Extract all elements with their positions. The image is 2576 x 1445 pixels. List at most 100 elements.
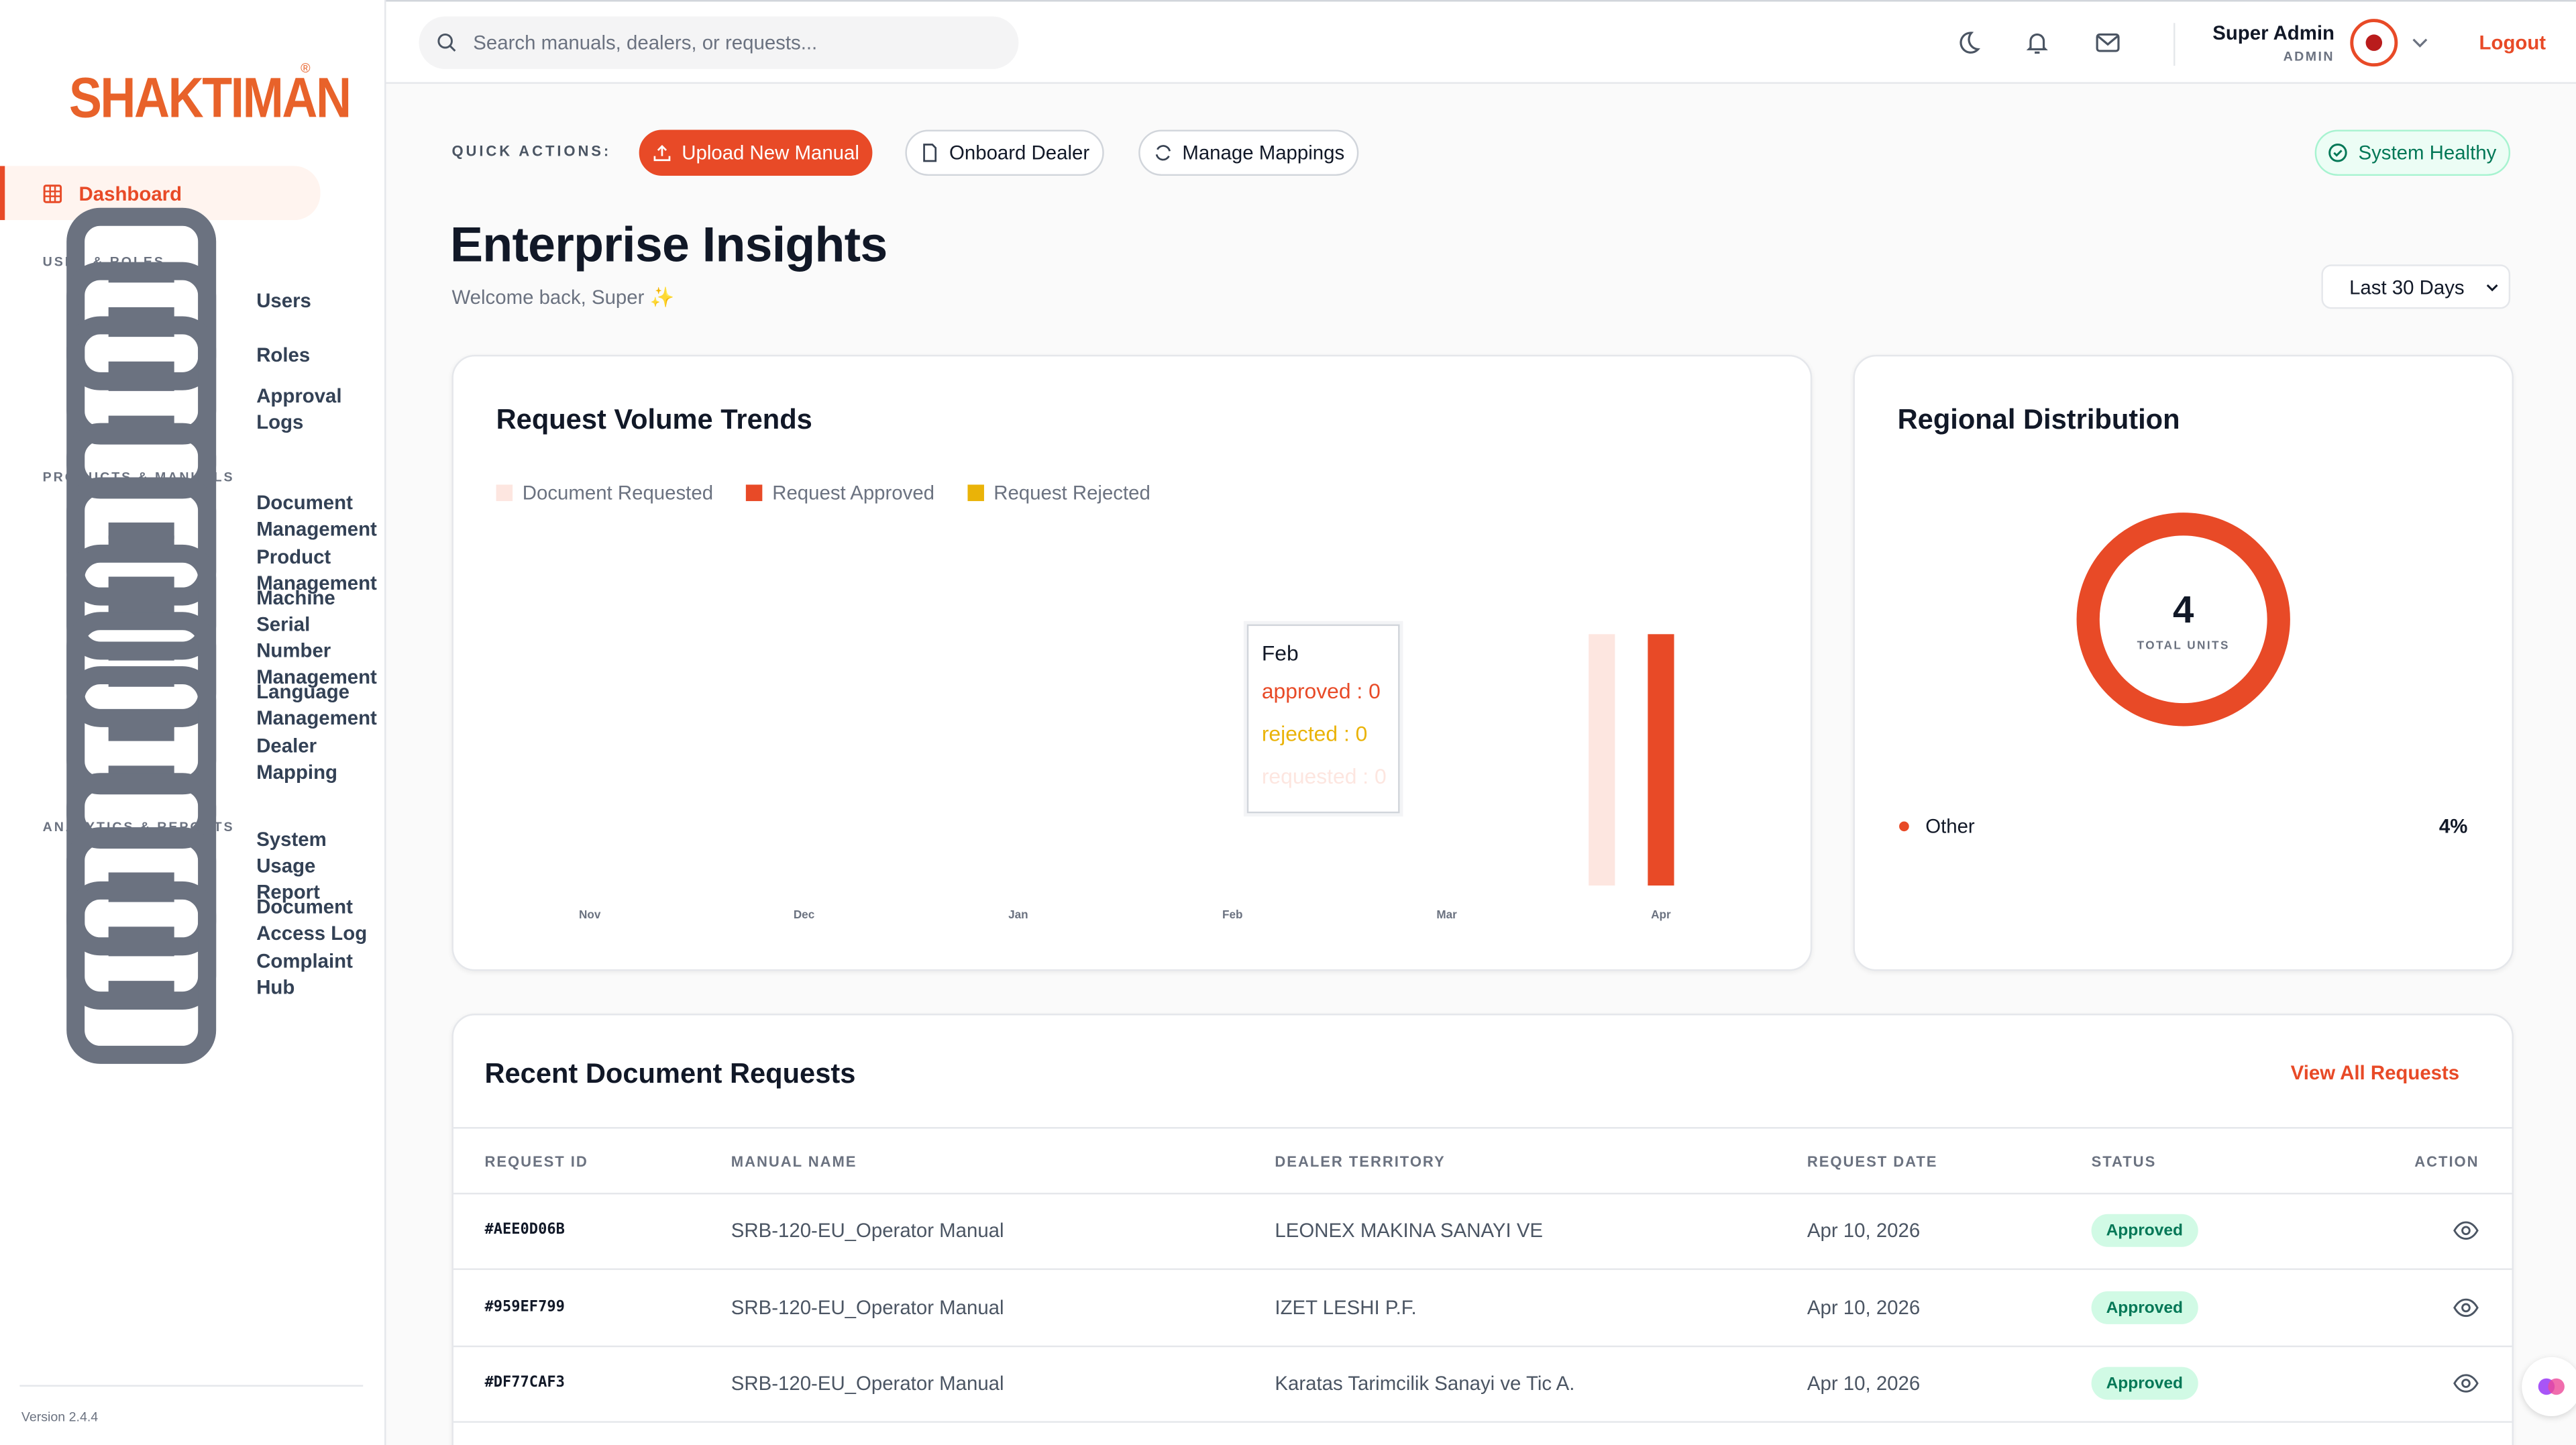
button-icon (922, 144, 936, 162)
notifications[interactable] (2024, 30, 2050, 56)
nav-icon (43, 184, 62, 203)
nav-label: Machine Serial Number Management (256, 586, 377, 688)
column-header: MANUAL NAME (731, 1153, 857, 1170)
action-button[interactable]: Onboard Dealer (905, 129, 1104, 176)
theme-toggle[interactable] (1955, 30, 1981, 56)
action-button[interactable]: Manage Mappings (1138, 129, 1359, 176)
table-cell: SRB-120-EU_Operator Manual (731, 1296, 1004, 1320)
action-button[interactable]: Upload New Manual (639, 129, 873, 176)
column-header: DEALER TERRITORY (1275, 1153, 1446, 1170)
nav-label: Approval Logs (256, 383, 342, 433)
divider (453, 1268, 2512, 1271)
donut-total: 4 (2173, 588, 2194, 631)
divider (453, 1421, 2512, 1423)
tooltip-item: rejected : 0 (1261, 721, 1368, 746)
button-icon (653, 145, 671, 162)
status-text: System Healthy (2358, 141, 2497, 164)
tooltip: Feb approved : 0 rejected : 0 requested : 0 (1246, 624, 1400, 814)
legend-label: Other (1925, 816, 1975, 838)
icon-shape (2453, 1374, 2479, 1393)
table-cell: IZET LESHI P.F. (1275, 1296, 1417, 1320)
status-pill: Approved (2091, 1367, 2198, 1400)
user-role: ADMIN (2283, 49, 2335, 64)
icon-shape (653, 145, 671, 162)
table-cell: Apr 10, 2026 (1807, 1371, 1921, 1395)
requests-card: Recent Document Requests View All Reques… (451, 1014, 2514, 1445)
legend-swatch (967, 484, 984, 501)
status-badge: System Healthy (2314, 129, 2511, 176)
nav-label: Roles (256, 342, 311, 366)
legend-item[interactable]: Request Approved (746, 482, 934, 504)
button-label: Upload New Manual (682, 141, 859, 164)
table-cell: Apr 10, 2026 (1807, 1296, 1921, 1320)
sidebar: SHAKTIMAN ® Dashboard USER & ROLES Users R… (0, 0, 386, 1445)
date-range-select[interactable]: Last 30 Days (2321, 264, 2511, 309)
divider (453, 1127, 2512, 1129)
status-pill: Approved (2091, 1291, 2198, 1324)
icon-shape (2453, 1298, 2479, 1318)
view-action[interactable] (2453, 1373, 2479, 1393)
x-tick-label: Apr (1651, 908, 1671, 921)
donut-chart: Other 4% 4 TOTAL UNITS (1899, 513, 2467, 838)
icon-shape (922, 144, 936, 162)
brand-mark: ® (301, 60, 311, 76)
request-id: #AEE0D06B (484, 1222, 565, 1239)
icon-shape (2461, 1303, 2471, 1313)
bar (1648, 634, 1674, 886)
column-header: STATUS (2091, 1153, 2157, 1170)
assistant-button[interactable] (2522, 1356, 2576, 1417)
request-id: #959EF799 (484, 1299, 565, 1316)
icon-shape (2453, 1221, 2479, 1240)
nav-label: Complaint Hub (256, 949, 353, 998)
view-action[interactable] (2453, 1298, 2479, 1318)
legend-label: Request Approved (772, 481, 935, 504)
search-placeholder: Search manuals, dealers, or requests... (473, 31, 818, 54)
nav-label: Dashboard (78, 181, 182, 205)
nav-label: Language Management (256, 679, 377, 729)
table-cell: LEONEX MAKINA SANAYI VE (1275, 1219, 1544, 1242)
legend-swatch (746, 484, 763, 501)
nav-label: Product Management (256, 544, 377, 594)
date-range: Last 30 Days (2349, 275, 2465, 299)
divider (2174, 23, 2176, 66)
donut-segment (2076, 513, 2290, 727)
icon-shape (2461, 1379, 2471, 1388)
regional-card: Regional Distribution Other 4% 4 TOTAL UNIT… (1853, 354, 2514, 971)
view-all-link[interactable]: View All Requests (2290, 1061, 2460, 1085)
brand-logo[interactable]: SHAKTIMAN (68, 68, 352, 131)
table-cell: Karatas Tarimcilik Sanayi ve Tic A. (1275, 1371, 1575, 1395)
legend-item[interactable]: Document Requested (496, 482, 713, 504)
nav-label: Document Access Log (256, 894, 368, 944)
divider (453, 1345, 2512, 1348)
page-subtitle: Welcome back, Super ✨ (451, 286, 675, 309)
column-header: REQUEST DATE (1807, 1153, 1938, 1170)
search-icon (437, 33, 456, 52)
legend-item[interactable]: Request Rejected (967, 482, 1150, 504)
legend-label: Document Requested (522, 481, 714, 504)
quick-actions-label: QUICK ACTIONS: (451, 143, 612, 160)
divider (453, 1192, 2512, 1195)
tooltip-item: approved : 0 (1261, 678, 1381, 704)
avatar-menu[interactable] (2349, 18, 2431, 67)
page-title: Enterprise Insights (450, 218, 888, 273)
messages[interactable] (2094, 30, 2121, 56)
trend-card: Request Volume Trends Document Requested… (451, 354, 1813, 971)
icon-shape (108, 603, 174, 661)
logout[interactable]: Logout (2479, 31, 2546, 54)
search-box[interactable]: Search manuals, dealers, or requests... (419, 16, 1019, 69)
button-label: Onboard Dealer (949, 141, 1090, 164)
nav-label: System Usage Report (256, 827, 327, 903)
divider (19, 1385, 364, 1387)
legend-value: 4% (2439, 816, 2467, 838)
nav-item[interactable]: Complaint Hub (0, 882, 384, 1065)
view-action[interactable] (2453, 1221, 2479, 1240)
tooltip-item: requested : 0 (1261, 763, 1387, 789)
x-tick-label: Mar (1436, 908, 1457, 921)
x-tick-label: Jan (1008, 908, 1028, 921)
x-tick-label: Feb (1222, 908, 1242, 921)
card-title: Recent Document Requests (484, 1058, 856, 1089)
card-title: Request Volume Trends (496, 404, 812, 435)
version: Version 2.4.4 (21, 1409, 99, 1425)
button-icon (1155, 145, 1171, 161)
